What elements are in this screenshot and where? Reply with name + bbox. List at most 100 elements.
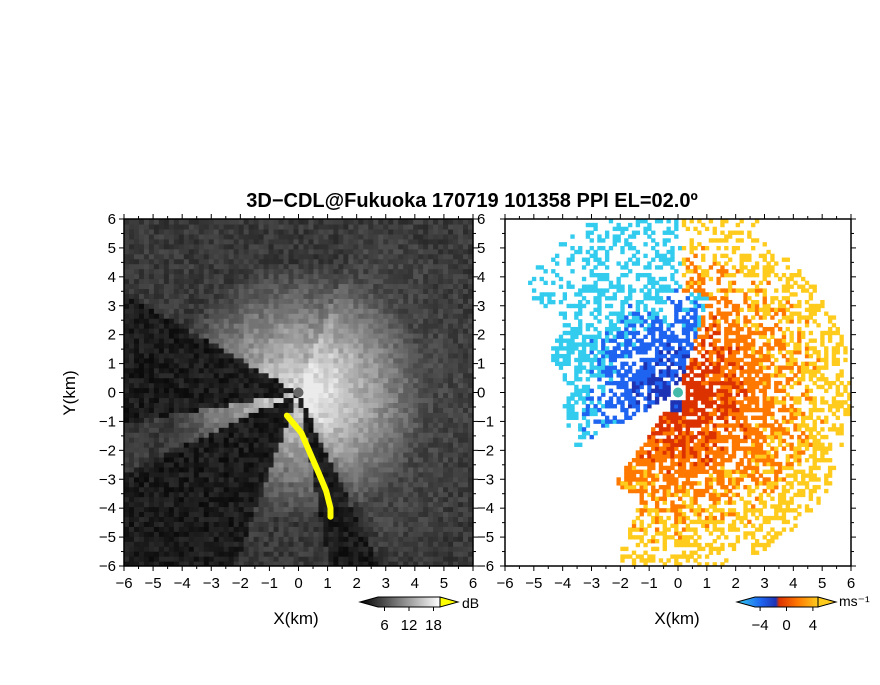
reflectivity-cell bbox=[463, 531, 469, 537]
reflectivity-cell bbox=[189, 427, 195, 433]
reflectivity-cell bbox=[224, 383, 230, 389]
reflectivity-cell bbox=[358, 457, 364, 463]
reflectivity-cell bbox=[274, 219, 280, 225]
reflectivity-cell bbox=[284, 338, 290, 344]
reflectivity-cell bbox=[448, 388, 454, 394]
reflectivity-cell bbox=[219, 333, 225, 339]
reflectivity-cell bbox=[363, 249, 369, 255]
reflectivity-cell bbox=[174, 269, 180, 275]
reflectivity-cell bbox=[413, 452, 419, 458]
reflectivity-cell bbox=[358, 239, 364, 245]
reflectivity-cell bbox=[373, 283, 379, 289]
reflectivity-cell bbox=[368, 526, 374, 532]
reflectivity-cell bbox=[363, 432, 369, 438]
reflectivity-cell bbox=[458, 278, 464, 284]
reflectivity-cell bbox=[303, 397, 309, 403]
reflectivity-cell bbox=[189, 531, 195, 537]
reflectivity-cell bbox=[368, 407, 374, 413]
reflectivity-cell bbox=[249, 378, 255, 384]
reflectivity-cell bbox=[289, 373, 295, 379]
reflectivity-cell bbox=[204, 422, 210, 428]
reflectivity-cell bbox=[229, 402, 235, 408]
reflectivity-cell bbox=[323, 234, 329, 240]
reflectivity-cell bbox=[458, 482, 464, 488]
reflectivity-cell bbox=[373, 259, 379, 265]
reflectivity-cell bbox=[388, 318, 394, 324]
reflectivity-cell bbox=[358, 407, 364, 413]
reflectivity-cell bbox=[398, 303, 404, 309]
reflectivity-cell bbox=[154, 526, 160, 532]
reflectivity-cell bbox=[453, 397, 459, 403]
reflectivity-cell bbox=[363, 462, 369, 468]
reflectivity-cell bbox=[274, 283, 280, 289]
reflectivity-cell bbox=[224, 313, 230, 319]
reflectivity-cell bbox=[229, 427, 235, 433]
reflectivity-cell bbox=[338, 368, 344, 374]
reflectivity-cell bbox=[209, 323, 215, 329]
reflectivity-cell bbox=[229, 244, 235, 250]
reflectivity-cell bbox=[219, 229, 225, 235]
reflectivity-cell bbox=[378, 259, 384, 265]
reflectivity-cell bbox=[249, 219, 255, 225]
reflectivity-cell bbox=[234, 368, 240, 374]
reflectivity-cell bbox=[428, 492, 434, 498]
reflectivity-cell bbox=[234, 328, 240, 334]
reflectivity-cell bbox=[313, 388, 319, 394]
reflectivity-cell bbox=[333, 536, 339, 542]
reflectivity-cell bbox=[433, 269, 439, 275]
reflectivity-cell bbox=[124, 318, 130, 324]
reflectivity-cell bbox=[308, 531, 314, 537]
reflectivity-cell bbox=[154, 224, 160, 230]
reflectivity-cell bbox=[388, 378, 394, 384]
reflectivity-cell bbox=[189, 412, 195, 418]
reflectivity-cell bbox=[179, 531, 185, 537]
reflectivity-cell bbox=[269, 288, 275, 294]
reflectivity-cell bbox=[294, 333, 300, 339]
reflectivity-cell bbox=[254, 368, 260, 374]
reflectivity-cell bbox=[348, 368, 354, 374]
reflectivity-cell bbox=[333, 487, 339, 493]
reflectivity-cell bbox=[388, 402, 394, 408]
reflectivity-cell bbox=[408, 338, 414, 344]
reflectivity-cell bbox=[159, 259, 165, 265]
reflectivity-cell bbox=[229, 546, 235, 552]
reflectivity-cell bbox=[323, 363, 329, 369]
reflectivity-cell bbox=[363, 229, 369, 235]
reflectivity-cell bbox=[154, 482, 160, 488]
reflectivity-cell bbox=[279, 348, 285, 354]
reflectivity-cell bbox=[194, 412, 200, 418]
reflectivity-cell bbox=[453, 526, 459, 532]
reflectivity-cell bbox=[244, 348, 250, 354]
reflectivity-cell bbox=[299, 259, 305, 265]
reflectivity-cell bbox=[353, 363, 359, 369]
reflectivity-cell bbox=[443, 244, 449, 250]
reflectivity-cell bbox=[343, 269, 349, 275]
reflectivity-cell bbox=[353, 323, 359, 329]
reflectivity-cell bbox=[448, 229, 454, 235]
reflectivity-cell bbox=[254, 308, 260, 314]
reflectivity-cell bbox=[443, 298, 449, 304]
reflectivity-cell bbox=[433, 442, 439, 448]
reflectivity-cell bbox=[169, 541, 175, 547]
reflectivity-cell bbox=[149, 511, 155, 517]
reflectivity-cell bbox=[124, 333, 130, 339]
reflectivity-cell bbox=[408, 487, 414, 493]
reflectivity-cell bbox=[239, 487, 245, 493]
reflectivity-cell bbox=[328, 249, 334, 255]
reflectivity-cell bbox=[313, 219, 319, 225]
reflectivity-cell bbox=[348, 402, 354, 408]
reflectivity-cell bbox=[413, 447, 419, 453]
reflectivity-cell bbox=[254, 472, 260, 478]
reflectivity-cell bbox=[194, 313, 200, 319]
reflectivity-cell bbox=[264, 333, 270, 339]
reflectivity-cell bbox=[144, 497, 150, 503]
reflectivity-cell bbox=[453, 254, 459, 260]
reflectivity-cell bbox=[179, 293, 185, 299]
reflectivity-cell bbox=[164, 516, 170, 522]
reflectivity-cell bbox=[244, 482, 250, 488]
reflectivity-cell bbox=[249, 343, 255, 349]
reflectivity-cell bbox=[204, 323, 210, 329]
reflectivity-cell bbox=[154, 288, 160, 294]
reflectivity-cell bbox=[333, 254, 339, 260]
reflectivity-cell bbox=[274, 333, 280, 339]
